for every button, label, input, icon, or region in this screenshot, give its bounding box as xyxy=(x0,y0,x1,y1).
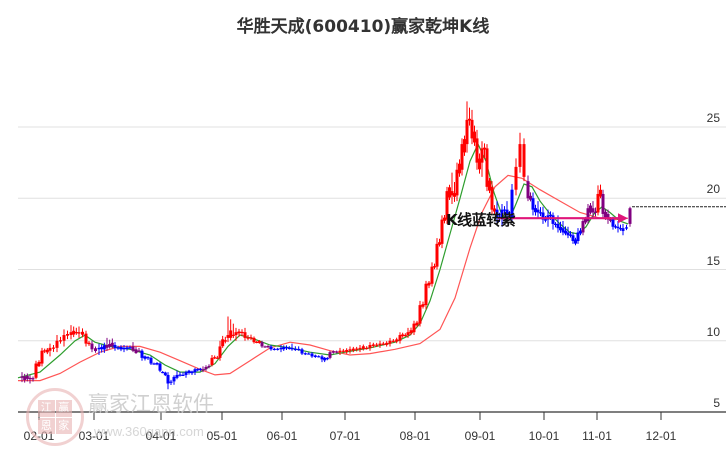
annotation-label: K线蓝转紫 xyxy=(446,211,516,229)
x-tick-label: 04-01 xyxy=(145,429,177,443)
watermark-brand: 赢家江恩软件 xyxy=(88,392,214,416)
y-tick-label: 15 xyxy=(706,253,720,268)
y-tick-label: 5 xyxy=(713,396,720,410)
seal-char: 恩 xyxy=(38,417,55,434)
seal-char: 赢 xyxy=(55,400,72,417)
y-tick-label: 10 xyxy=(706,324,720,339)
gridlines xyxy=(18,126,726,342)
annotation-overlay xyxy=(498,206,726,224)
y-tick-label: 25 xyxy=(706,111,720,125)
x-tick-label: 03-01 xyxy=(78,429,110,443)
x-tick-label: 05-01 xyxy=(206,429,238,443)
x-tick-label: 11-01 xyxy=(582,429,612,443)
x-tick-label: 07-01 xyxy=(329,429,361,443)
x-tick-label: 10-01 xyxy=(528,429,560,443)
candlesticks xyxy=(20,101,632,390)
watermark-url: www.360gann.com xyxy=(94,424,204,439)
x-axis xyxy=(18,411,726,420)
x-tick-label: 08-01 xyxy=(399,429,431,443)
y-tick-label: 20 xyxy=(706,182,720,197)
x-tick-label: 06-01 xyxy=(266,429,298,443)
chart-title: 华胜天成(600410)赢家乾坤K线 xyxy=(236,17,490,37)
seal-char: 江 xyxy=(38,400,55,417)
x-tick-label: 12-01 xyxy=(645,429,677,443)
seal-char: 家 xyxy=(55,417,72,434)
x-tick-label: 09-01 xyxy=(464,429,496,443)
watermark-seal-icon: 江 赢 恩 家 xyxy=(26,388,84,446)
